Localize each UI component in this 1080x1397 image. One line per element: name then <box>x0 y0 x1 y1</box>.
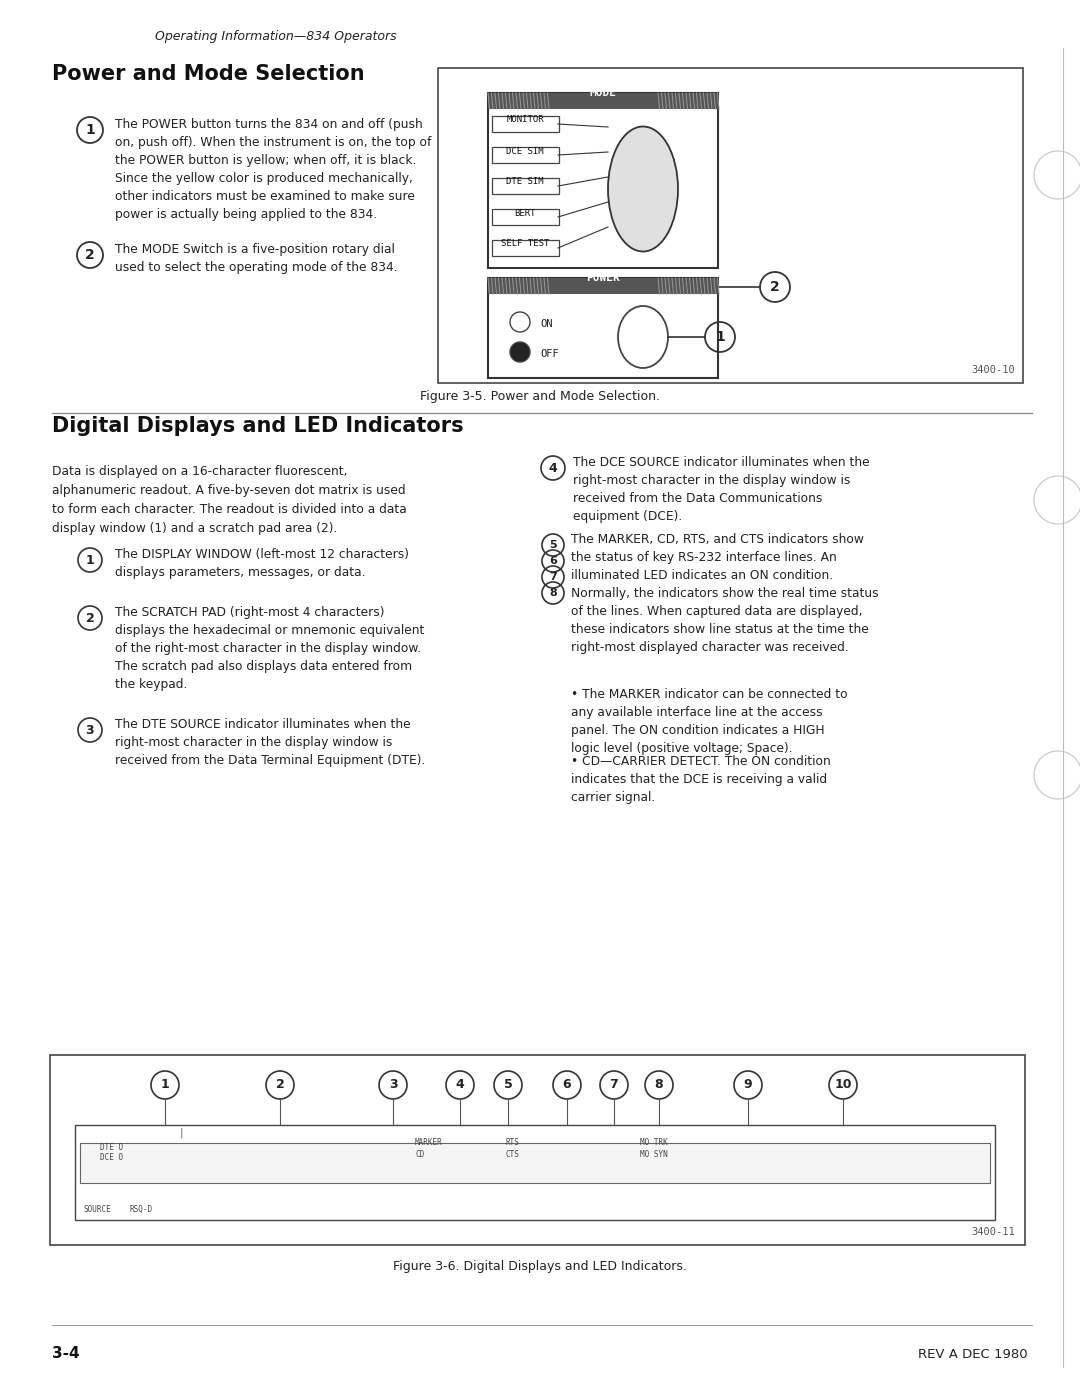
Text: The MARKER, CD, RTS, and CTS indicators show
the status of key RS-232 interface : The MARKER, CD, RTS, and CTS indicators … <box>571 534 879 654</box>
Text: 4: 4 <box>456 1078 464 1091</box>
Text: 3: 3 <box>85 724 94 736</box>
Ellipse shape <box>608 127 678 251</box>
Text: The MODE Switch is a five-position rotary dial
used to select the operating mode: The MODE Switch is a five-position rotar… <box>114 243 397 274</box>
Text: 4: 4 <box>549 461 557 475</box>
Text: 2: 2 <box>275 1078 284 1091</box>
FancyBboxPatch shape <box>438 68 1023 383</box>
Text: 3400-10: 3400-10 <box>971 365 1015 374</box>
Text: 3: 3 <box>389 1078 397 1091</box>
Text: The DISPLAY WINDOW (left-most 12 characters)
displays parameters, messages, or d: The DISPLAY WINDOW (left-most 12 charact… <box>114 548 409 578</box>
Text: 7: 7 <box>549 571 557 583</box>
Text: 8: 8 <box>549 588 557 598</box>
Text: REV A DEC 1980: REV A DEC 1980 <box>918 1348 1028 1361</box>
FancyBboxPatch shape <box>75 1125 995 1220</box>
FancyBboxPatch shape <box>488 278 718 293</box>
Text: SOURCE: SOURCE <box>83 1206 111 1214</box>
Text: RSQ-D: RSQ-D <box>130 1206 153 1214</box>
Text: The DTE SOURCE indicator illuminates when the
right-most character in the displa: The DTE SOURCE indicator illuminates whe… <box>114 718 426 767</box>
Text: CTS: CTS <box>505 1150 518 1160</box>
Text: OFF: OFF <box>540 349 558 359</box>
Text: MONITOR: MONITOR <box>507 116 544 124</box>
Text: 7: 7 <box>609 1078 619 1091</box>
Text: BERT: BERT <box>514 208 536 218</box>
Text: RTS: RTS <box>505 1139 518 1147</box>
Circle shape <box>510 342 530 362</box>
Text: Data is displayed on a 16-character fluorescent,
alphanumeric readout. A five-by: Data is displayed on a 16-character fluo… <box>52 465 407 535</box>
FancyBboxPatch shape <box>492 116 559 131</box>
FancyBboxPatch shape <box>80 1143 990 1183</box>
Text: DTE SIM: DTE SIM <box>507 177 544 187</box>
Text: The SCRATCH PAD (right-most 4 characters)
displays the hexadecimal or mnemonic e: The SCRATCH PAD (right-most 4 characters… <box>114 606 424 692</box>
Text: MO TRK: MO TRK <box>640 1139 667 1147</box>
Text: MODE: MODE <box>590 88 617 98</box>
Text: 1: 1 <box>715 330 725 344</box>
Text: 2: 2 <box>85 249 95 263</box>
Text: 2: 2 <box>770 279 780 293</box>
FancyBboxPatch shape <box>492 147 559 163</box>
FancyBboxPatch shape <box>492 210 559 225</box>
Text: 6: 6 <box>549 556 557 566</box>
Text: ON: ON <box>540 319 553 330</box>
Text: |: | <box>180 1127 184 1137</box>
Text: DCE O: DCE O <box>100 1153 123 1162</box>
Text: Power and Mode Selection: Power and Mode Selection <box>52 64 365 84</box>
Text: DTE O: DTE O <box>100 1143 123 1153</box>
Text: Digital Displays and LED Indicators: Digital Displays and LED Indicators <box>52 416 463 436</box>
Text: 1: 1 <box>85 123 95 137</box>
Text: • CD—CARRIER DETECT. The ON condition
indicates that the DCE is receiving a vali: • CD—CARRIER DETECT. The ON condition in… <box>571 754 831 805</box>
FancyBboxPatch shape <box>50 1055 1025 1245</box>
Text: Figure 3-6. Digital Displays and LED Indicators.: Figure 3-6. Digital Displays and LED Ind… <box>393 1260 687 1273</box>
Text: MARKER: MARKER <box>415 1139 443 1147</box>
Text: 5: 5 <box>550 541 557 550</box>
FancyBboxPatch shape <box>488 278 718 379</box>
Text: 6: 6 <box>563 1078 571 1091</box>
Text: 3400-11: 3400-11 <box>971 1227 1015 1236</box>
Text: 5: 5 <box>503 1078 512 1091</box>
FancyBboxPatch shape <box>492 177 559 194</box>
Text: The DCE SOURCE indicator illuminates when the
right-most character in the displa: The DCE SOURCE indicator illuminates whe… <box>573 455 869 522</box>
Text: POWER: POWER <box>586 272 620 284</box>
Text: 3-4: 3-4 <box>52 1345 80 1361</box>
Text: 8: 8 <box>654 1078 663 1091</box>
Text: MO SYN: MO SYN <box>640 1150 667 1160</box>
Text: 9: 9 <box>744 1078 753 1091</box>
Text: Operating Information—834 Operators: Operating Information—834 Operators <box>156 29 396 43</box>
FancyBboxPatch shape <box>488 94 718 109</box>
Text: CD: CD <box>415 1150 424 1160</box>
FancyBboxPatch shape <box>488 94 718 268</box>
Text: DCE SIM: DCE SIM <box>507 147 544 155</box>
Text: The POWER button turns the 834 on and off (push
on, push off). When the instrume: The POWER button turns the 834 on and of… <box>114 117 431 221</box>
Text: Figure 3-5. Power and Mode Selection.: Figure 3-5. Power and Mode Selection. <box>420 390 660 402</box>
Text: 1: 1 <box>161 1078 170 1091</box>
Text: • The MARKER indicator can be connected to
any available interface line at the a: • The MARKER indicator can be connected … <box>571 687 848 754</box>
Text: 2: 2 <box>85 612 94 624</box>
Text: SELF TEST: SELF TEST <box>501 239 550 249</box>
Text: 1: 1 <box>85 553 94 567</box>
FancyBboxPatch shape <box>492 240 559 256</box>
Text: 10: 10 <box>834 1078 852 1091</box>
